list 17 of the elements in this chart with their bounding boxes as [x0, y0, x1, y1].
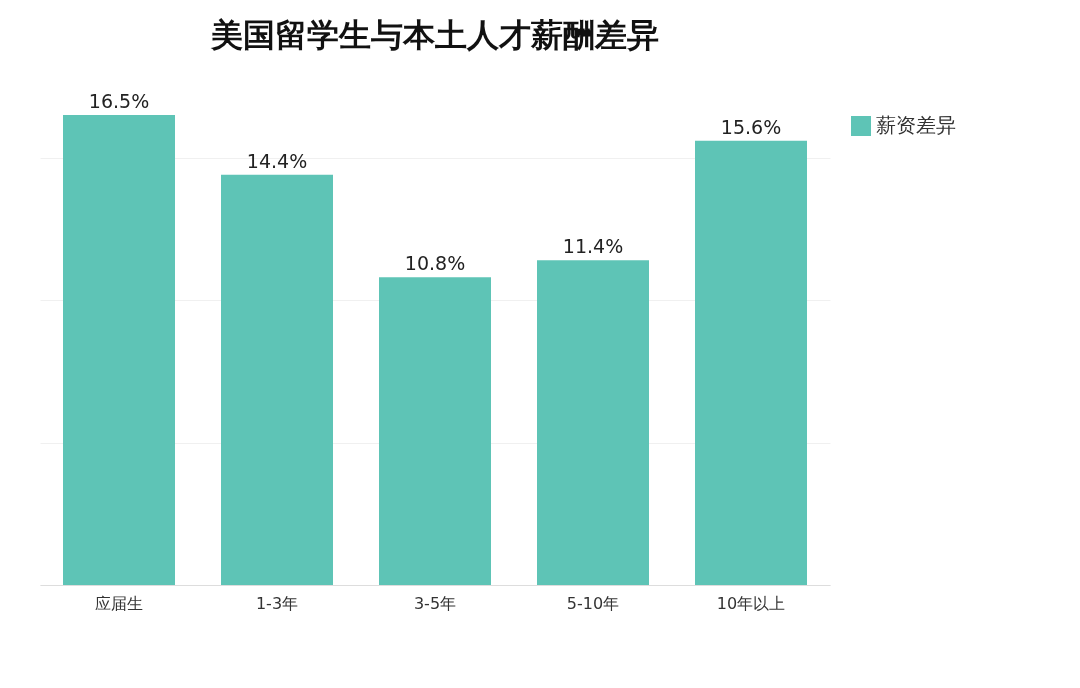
bar — [221, 174, 333, 585]
bar — [695, 140, 807, 585]
data-label: 11.4% — [562, 235, 624, 258]
bar — [63, 115, 175, 585]
data-label: 10.8% — [404, 252, 466, 275]
data-label: 15.6% — [720, 115, 782, 138]
chart-title: 美国留学生与本土人才薪酬差异 — [210, 16, 659, 54]
x-tick-label: 应届生 — [95, 593, 143, 613]
x-tick-label: 3-5年 — [413, 593, 457, 613]
data-label: 14.4% — [246, 149, 308, 172]
legend-label: 薪资差异 — [876, 113, 956, 137]
x-tick-label: 5-10年 — [566, 593, 620, 613]
bar — [379, 277, 491, 585]
data-label: 16.5% — [88, 90, 150, 112]
x-tick-label: 10年以上 — [716, 593, 786, 613]
x-tick-label: 1-3年 — [255, 593, 299, 613]
bar — [537, 260, 649, 585]
